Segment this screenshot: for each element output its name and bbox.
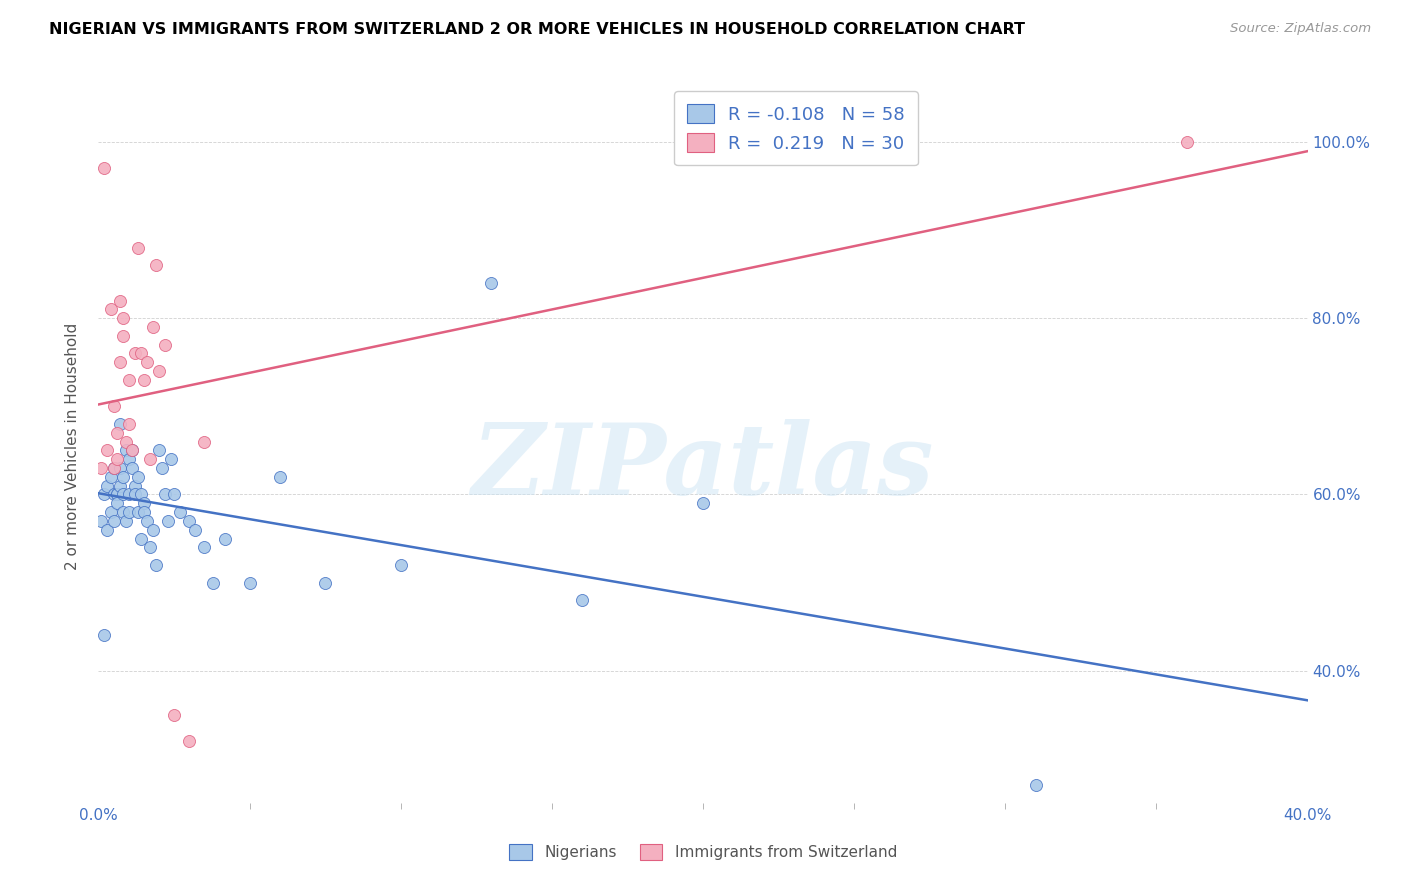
Point	[150, 461, 173, 475]
Point	[96, 478, 118, 492]
Point	[153, 337, 176, 351]
Point	[184, 523, 207, 537]
Point	[121, 443, 143, 458]
Point	[105, 496, 128, 510]
Point	[153, 487, 176, 501]
Point	[124, 346, 146, 360]
Point	[129, 487, 152, 501]
Point	[114, 514, 136, 528]
Point	[202, 575, 225, 590]
Point	[156, 514, 179, 528]
Point	[1175, 135, 1198, 149]
Point	[129, 346, 152, 360]
Point	[132, 505, 155, 519]
Point	[124, 478, 146, 492]
Point	[127, 505, 149, 519]
Point	[139, 541, 162, 555]
Point	[132, 373, 155, 387]
Point	[105, 452, 128, 467]
Point	[100, 505, 122, 519]
Point	[90, 461, 112, 475]
Legend: Nigerians, Immigrants from Switzerland: Nigerians, Immigrants from Switzerland	[503, 838, 903, 866]
Point	[145, 558, 167, 572]
Point	[105, 487, 128, 501]
Point	[145, 259, 167, 273]
Point	[111, 311, 134, 326]
Point	[118, 417, 141, 431]
Point	[127, 470, 149, 484]
Point	[121, 461, 143, 475]
Point	[193, 541, 215, 555]
Point	[121, 443, 143, 458]
Point	[108, 478, 131, 492]
Point	[118, 505, 141, 519]
Point	[108, 355, 131, 369]
Point	[103, 461, 125, 475]
Text: ZIPatlas: ZIPatlas	[472, 419, 934, 516]
Text: Source: ZipAtlas.com: Source: ZipAtlas.com	[1230, 22, 1371, 36]
Point	[124, 487, 146, 501]
Point	[179, 514, 201, 528]
Point	[389, 558, 412, 572]
Point	[93, 161, 115, 176]
Point	[163, 707, 186, 722]
Point	[314, 575, 336, 590]
Point	[108, 293, 131, 308]
Point	[103, 487, 125, 501]
Point	[108, 461, 131, 475]
Point	[118, 452, 141, 467]
Point	[692, 496, 714, 510]
Point	[111, 487, 134, 501]
Point	[96, 443, 118, 458]
Point	[111, 329, 134, 343]
Point	[214, 532, 236, 546]
Point	[139, 452, 162, 467]
Point	[90, 514, 112, 528]
Y-axis label: 2 or more Vehicles in Household: 2 or more Vehicles in Household	[65, 322, 80, 570]
Point	[148, 364, 170, 378]
Point	[148, 443, 170, 458]
Point	[105, 425, 128, 440]
Point	[179, 734, 201, 748]
Point	[169, 505, 191, 519]
Point	[239, 575, 262, 590]
Point	[129, 532, 152, 546]
Point	[111, 470, 134, 484]
Point	[103, 514, 125, 528]
Point	[103, 461, 125, 475]
Point	[1024, 778, 1046, 792]
Point	[100, 302, 122, 317]
Point	[571, 593, 593, 607]
Point	[481, 276, 503, 290]
Point	[135, 514, 157, 528]
Point	[111, 505, 134, 519]
Point	[96, 523, 118, 537]
Point	[118, 487, 141, 501]
Point	[193, 434, 215, 449]
Point	[93, 628, 115, 642]
Point	[108, 417, 131, 431]
Point	[142, 523, 165, 537]
Point	[127, 241, 149, 255]
Point	[114, 443, 136, 458]
Point	[142, 320, 165, 334]
Point	[114, 434, 136, 449]
Point	[135, 355, 157, 369]
Point	[105, 487, 128, 501]
Point	[269, 470, 291, 484]
Point	[118, 373, 141, 387]
Point	[93, 487, 115, 501]
Point	[132, 496, 155, 510]
Point	[160, 452, 183, 467]
Point	[100, 470, 122, 484]
Text: NIGERIAN VS IMMIGRANTS FROM SWITZERLAND 2 OR MORE VEHICLES IN HOUSEHOLD CORRELAT: NIGERIAN VS IMMIGRANTS FROM SWITZERLAND …	[49, 22, 1025, 37]
Point	[163, 487, 186, 501]
Point	[103, 400, 125, 414]
